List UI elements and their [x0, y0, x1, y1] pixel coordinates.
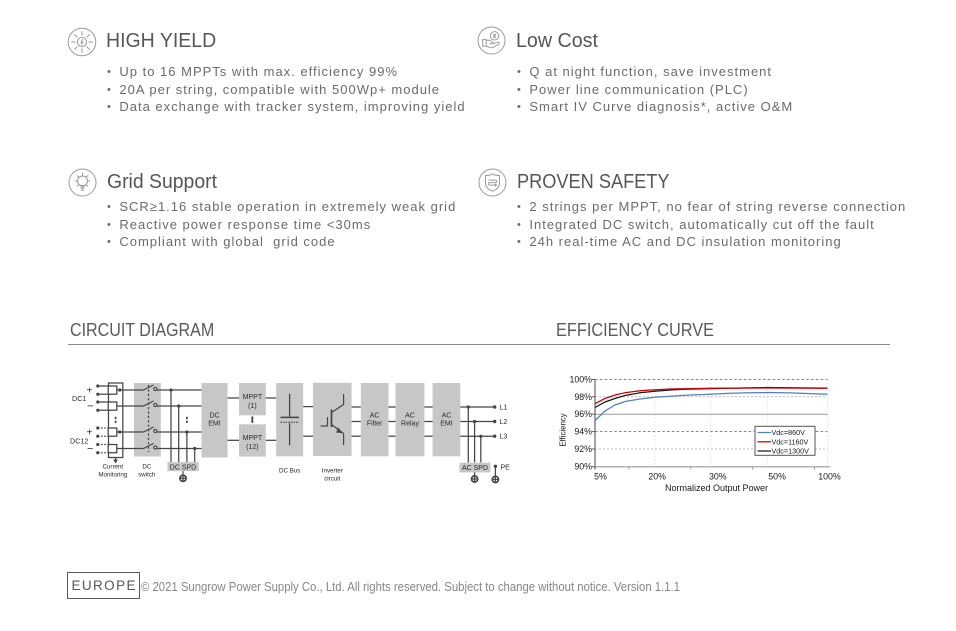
- svg-text:MPPT: MPPT: [243, 435, 263, 442]
- svg-text:DC: DC: [209, 413, 219, 420]
- svg-text:DC1: DC1: [72, 394, 86, 403]
- svg-text:L1: L1: [500, 405, 508, 412]
- svg-text:Relay: Relay: [401, 421, 419, 428]
- svg-text:+: +: [87, 428, 93, 439]
- svg-text:AC: AC: [442, 413, 452, 420]
- svg-text:circuit: circuit: [324, 476, 340, 483]
- svg-text:DC SPD: DC SPD: [170, 465, 196, 472]
- svg-text:Vdc=1300V: Vdc=1300V: [772, 447, 810, 456]
- svg-text:100%: 100%: [570, 374, 593, 384]
- svg-text:5%: 5%: [594, 471, 607, 481]
- svg-text:Inverter: Inverter: [322, 468, 343, 475]
- svg-text:EMI: EMI: [440, 421, 453, 428]
- svg-text:MPPT: MPPT: [243, 394, 263, 401]
- svg-text:Efficiency: Efficiency: [559, 413, 568, 446]
- svg-text:(1): (1): [248, 403, 257, 410]
- svg-text:20%: 20%: [648, 471, 666, 481]
- svg-text:DC: DC: [142, 464, 151, 471]
- svg-text:30%: 30%: [709, 471, 727, 481]
- svg-text:+: +: [87, 386, 93, 397]
- svg-text:96%: 96%: [574, 409, 592, 419]
- svg-text:98%: 98%: [574, 392, 592, 402]
- svg-text:AC: AC: [370, 413, 380, 420]
- svg-text:−: −: [87, 401, 93, 413]
- svg-text:Vdc=1160V: Vdc=1160V: [772, 438, 809, 447]
- svg-text:100%: 100%: [818, 471, 841, 481]
- svg-text:DC Bus: DC Bus: [279, 468, 300, 475]
- svg-text:EMI: EMI: [208, 421, 221, 428]
- svg-text:switch: switch: [138, 472, 156, 479]
- svg-text:L2: L2: [500, 419, 508, 426]
- svg-text:Normalized Output Power: Normalized Output Power: [665, 483, 768, 493]
- svg-text:50%: 50%: [768, 471, 786, 481]
- svg-text:Current: Current: [102, 464, 123, 471]
- svg-text:Filter: Filter: [367, 421, 383, 428]
- svg-text:Monitoring: Monitoring: [98, 472, 127, 479]
- svg-text:L3: L3: [500, 434, 508, 441]
- svg-text:DC12: DC12: [70, 437, 88, 446]
- svg-text:AC SPD: AC SPD: [462, 465, 488, 472]
- svg-text:(12): (12): [246, 444, 258, 451]
- svg-text:Vdc=860V: Vdc=860V: [772, 428, 806, 437]
- svg-text:AC: AC: [405, 413, 415, 420]
- svg-text:−: −: [87, 443, 93, 455]
- svg-text:PE: PE: [501, 464, 511, 471]
- svg-text:92%: 92%: [574, 444, 592, 454]
- svg-text:94%: 94%: [574, 427, 592, 437]
- svg-text:90%: 90%: [574, 462, 592, 472]
